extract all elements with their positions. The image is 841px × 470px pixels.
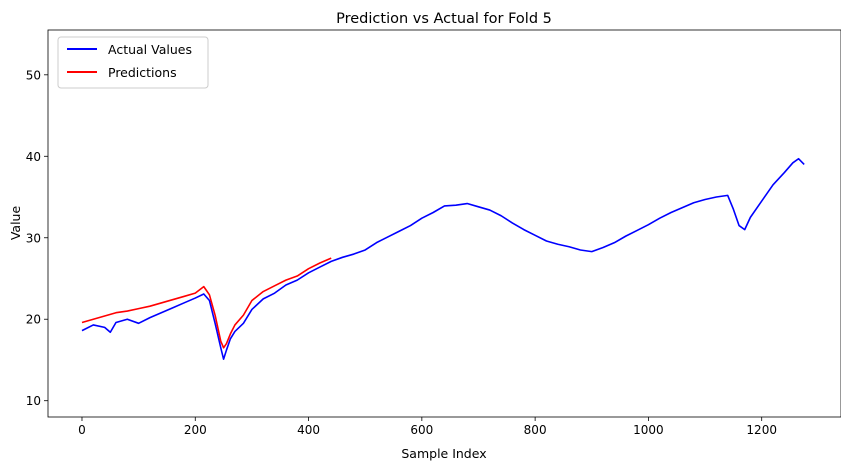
y-axis-label: Value [8,206,23,241]
x-tick-label: 0 [78,423,86,437]
y-tick-label: 40 [26,150,41,164]
legend: Actual Values Predictions [57,36,209,89]
x-tick-label: 1000 [633,423,664,437]
plot-frame [47,29,841,418]
x-axis-label: Sample Index [401,446,486,461]
y-tick-label: 30 [26,231,41,245]
x-axis-ticks: 0 200 400 600 800 1000 1200 [78,417,777,437]
y-tick-label: 50 [26,68,41,82]
x-tick-label: 800 [524,423,547,437]
legend-label-predictions: Predictions [108,65,177,80]
chart-title: Prediction vs Actual for Fold 5 [336,11,552,27]
x-tick-label: 1200 [746,423,777,437]
plot-area [81,157,805,360]
x-tick-label: 600 [410,423,433,437]
series-line-actual-values [81,157,805,360]
series-line-predictions [81,257,332,349]
x-tick-label: 200 [184,423,207,437]
x-tick-label: 400 [297,423,320,437]
y-tick-label: 10 [26,394,41,408]
y-axis-ticks: 10 20 30 40 50 [26,68,48,408]
y-tick-label: 20 [26,313,41,327]
legend-label-actual: Actual Values [108,42,192,57]
